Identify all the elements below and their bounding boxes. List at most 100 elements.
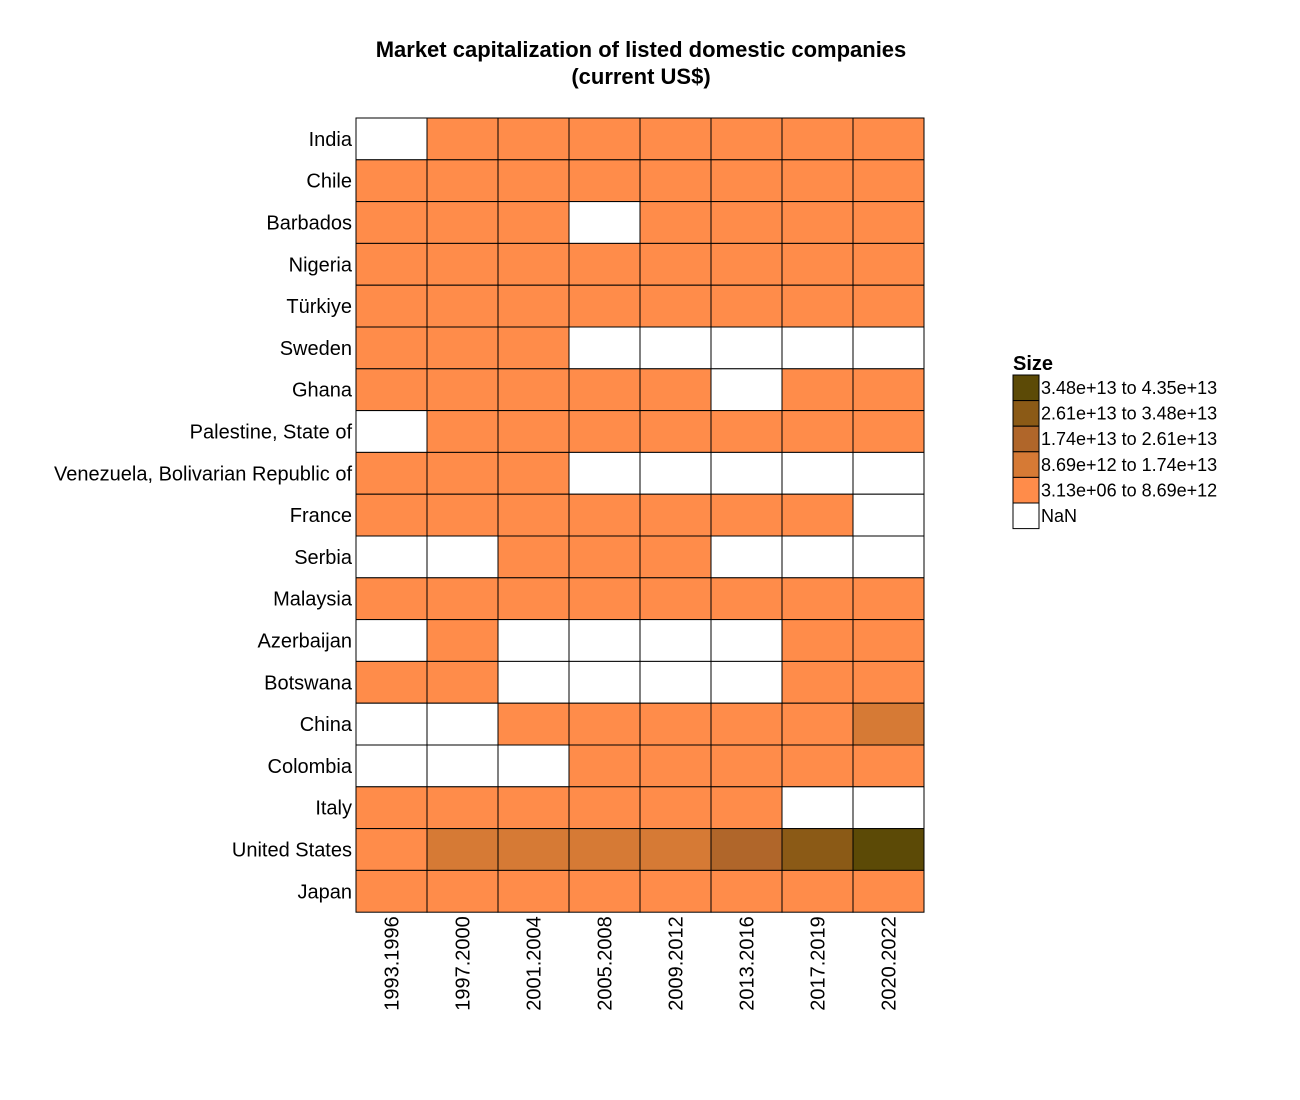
heatmap-cell xyxy=(426,660,499,704)
heatmap-cell xyxy=(639,201,712,244)
heatmap-cell xyxy=(852,786,925,830)
heatmap-cell xyxy=(497,201,570,244)
heatmap-cell xyxy=(781,368,854,412)
heatmap-cell xyxy=(710,451,783,495)
heatmap-cell xyxy=(639,326,712,370)
heatmap-cell xyxy=(781,702,854,746)
y-tick-label: Italy xyxy=(315,798,352,820)
heatmap-cell xyxy=(426,451,499,495)
heatmap-cell xyxy=(781,242,854,286)
heatmap-cell xyxy=(568,619,641,662)
heatmap-cell xyxy=(355,284,428,328)
heatmap-cell xyxy=(852,201,925,244)
heatmap-cell xyxy=(426,410,499,453)
heatmap-cell xyxy=(497,702,570,746)
y-tick-label: France xyxy=(290,505,352,527)
heatmap-cell xyxy=(568,368,641,412)
heatmap-cell xyxy=(852,117,925,161)
legend-label: NaN xyxy=(1041,506,1077,526)
heatmap-cell xyxy=(710,577,783,621)
x-tick-label: 2013.2016 xyxy=(737,916,759,1011)
heatmap-cell xyxy=(568,284,641,328)
heatmap-cell xyxy=(852,410,925,453)
heatmap-cell xyxy=(710,744,783,788)
heatmap-cell xyxy=(568,242,641,286)
legend-title: Size xyxy=(1013,353,1053,375)
x-tick-label: 1997.2000 xyxy=(453,916,475,1011)
legend-label: 3.13e+06 to 8.69e+12 xyxy=(1041,480,1217,500)
heatmap-cell xyxy=(426,326,499,370)
y-tick-label: Barbados xyxy=(266,213,352,235)
heatmap-cell xyxy=(355,117,428,161)
heatmap-cell xyxy=(568,702,641,746)
heatmap-cell xyxy=(355,451,428,495)
heatmap-cell xyxy=(781,744,854,788)
heatmap-cell xyxy=(355,493,428,537)
chart-title: Market capitalization of listed domestic… xyxy=(376,37,907,62)
y-tick-label: United States xyxy=(232,840,352,862)
heatmap-cell xyxy=(426,242,499,286)
heatmap-cell xyxy=(497,535,570,579)
heatmap-cell xyxy=(852,744,925,788)
heatmap-cell xyxy=(639,869,712,913)
legend-swatch xyxy=(1012,374,1040,402)
heatmap-cell xyxy=(710,159,783,203)
heatmap-cell xyxy=(710,869,783,913)
heatmap-cell xyxy=(639,159,712,203)
y-tick-label: Serbia xyxy=(294,547,353,569)
heatmap-cell xyxy=(426,828,499,871)
y-tick-label: Japan xyxy=(298,881,353,903)
legend-items: 3.48e+13 to 4.35e+13 2.61e+13 to 3.48e+13… xyxy=(1012,374,1217,530)
heatmap-cell xyxy=(852,326,925,370)
legend-label: 2.61e+13 to 3.48e+13 xyxy=(1041,404,1217,424)
heatmap-cell xyxy=(710,117,783,161)
heatmap-cell xyxy=(568,493,641,537)
x-tick-label: 2020.2022 xyxy=(879,916,901,1011)
heatmap-cell xyxy=(355,368,428,412)
x-tick-label: 1993.1996 xyxy=(382,916,404,1011)
heatmap-cell xyxy=(497,159,570,203)
heatmap-cell xyxy=(497,828,570,871)
heatmap-cell xyxy=(781,577,854,621)
heatmap-cell xyxy=(426,284,499,328)
heatmap-cell xyxy=(852,242,925,286)
heatmap-cell xyxy=(781,326,854,370)
legend-label: 1.74e+13 to 2.61e+13 xyxy=(1041,429,1217,449)
heatmap-cell xyxy=(710,619,783,662)
x-tick-label: 2009.2012 xyxy=(666,916,688,1011)
heatmap-cell xyxy=(710,284,783,328)
y-tick-label: Nigeria xyxy=(289,254,353,276)
heatmap-cell xyxy=(852,828,925,871)
heatmap-cell xyxy=(568,786,641,830)
heatmap-cell xyxy=(497,326,570,370)
heatmap-cell xyxy=(426,159,499,203)
heatmap-cell xyxy=(710,828,783,871)
x-axis-labels: 1993.1996 1997.2000 2001.2004 2005.2008 2009… xyxy=(382,916,901,1011)
heatmap-cell xyxy=(355,660,428,704)
heatmap-cell xyxy=(710,368,783,412)
heatmap-cell xyxy=(426,117,499,161)
heatmap-cell xyxy=(497,577,570,621)
heatmap-cell xyxy=(355,201,428,244)
heatmap-cell xyxy=(426,619,499,662)
heatmap-cell xyxy=(355,410,428,453)
heatmap-cell xyxy=(781,451,854,495)
heatmap-cell xyxy=(426,577,499,621)
y-tick-label: Sweden xyxy=(280,338,352,360)
heatmap-cell xyxy=(639,284,712,328)
heatmap-cell xyxy=(568,117,641,161)
heatmap-cell xyxy=(710,660,783,704)
y-tick-label: Azerbaijan xyxy=(257,631,352,653)
legend-swatch xyxy=(1012,476,1040,504)
heatmap-cell xyxy=(568,159,641,203)
heatmap-cell xyxy=(355,326,428,370)
legend-swatch xyxy=(1012,425,1040,453)
heatmap-cell xyxy=(497,786,570,830)
heatmap-cell xyxy=(355,242,428,286)
y-tick-label: Ghana xyxy=(292,380,353,402)
heatmap-cell xyxy=(497,744,570,788)
heatmap-cell xyxy=(852,619,925,662)
heatmap-cell xyxy=(355,744,428,788)
y-tick-label: Colombia xyxy=(268,756,353,778)
heatmap-cell xyxy=(568,577,641,621)
